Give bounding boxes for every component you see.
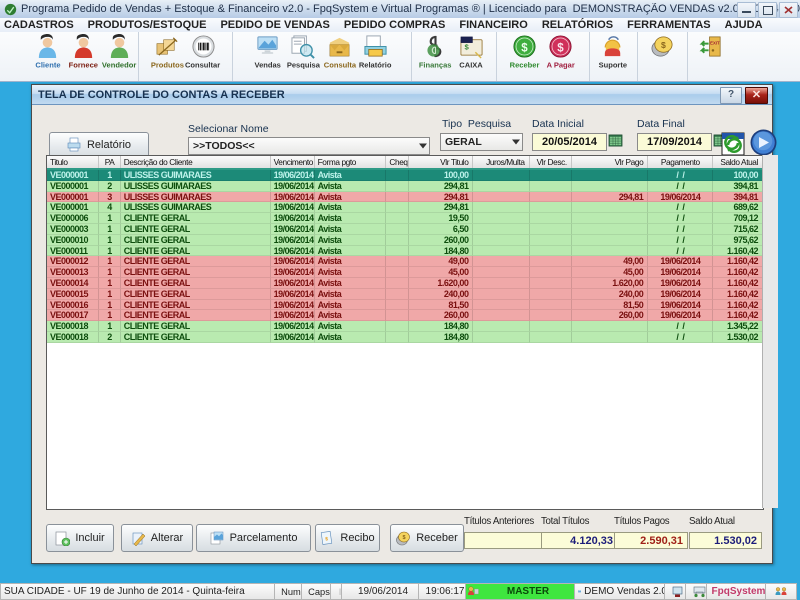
svg-text:$: $ — [403, 535, 406, 541]
svg-text:EXIT: EXIT — [710, 41, 720, 46]
svg-text:$: $ — [557, 42, 564, 54]
svg-text:$: $ — [465, 42, 470, 51]
svg-text:$: $ — [521, 42, 528, 54]
svg-text:$: $ — [661, 40, 666, 50]
